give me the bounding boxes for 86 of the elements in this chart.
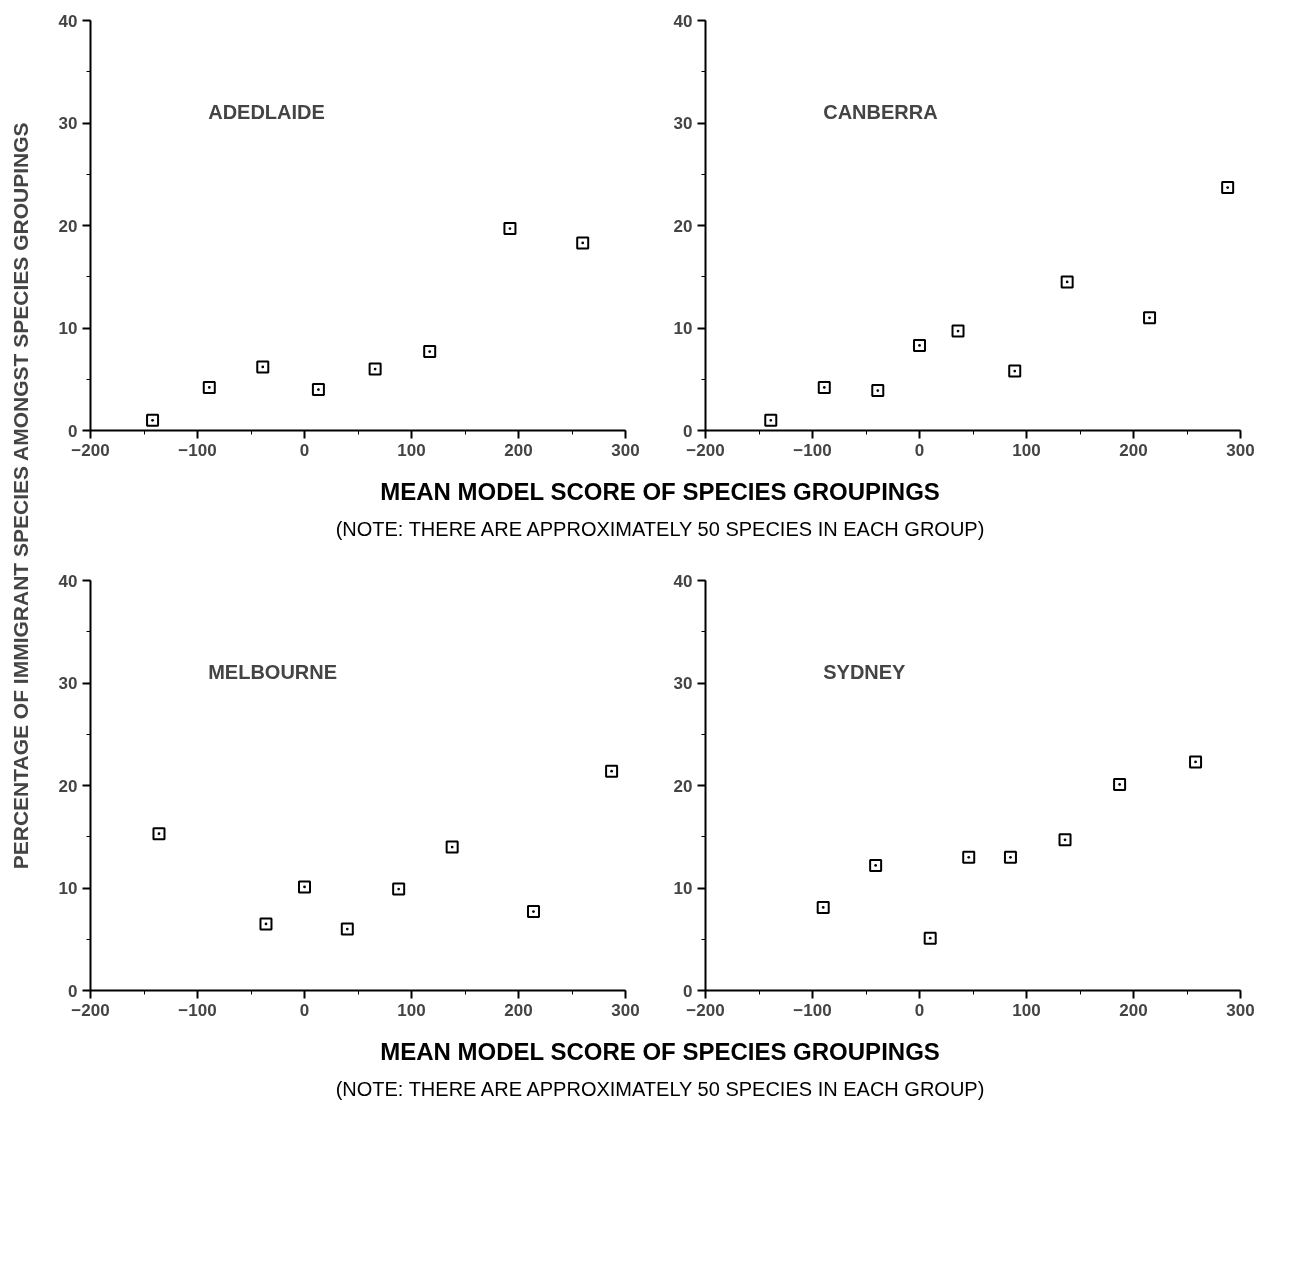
y-tick-label: 20 (58, 216, 78, 236)
point (1008, 364, 1022, 378)
point (923, 931, 937, 945)
x-tick-label: 100 (397, 1000, 426, 1020)
y-tick-label: 10 (58, 879, 78, 898)
y-tick-label: 0 (683, 981, 693, 1001)
point (605, 764, 619, 778)
x-tick-label: 100 (1012, 1000, 1041, 1020)
y-tick-label: 0 (68, 421, 78, 441)
x-tick-label: −100 (793, 1000, 832, 1020)
x-tick-label: −200 (71, 440, 110, 460)
x-tick-label: 0 (299, 1000, 310, 1020)
point (962, 850, 976, 864)
y-tick-label: 10 (673, 319, 693, 338)
x-tick-label: 300 (1226, 1000, 1255, 1020)
y-tick-label: 10 (673, 879, 693, 898)
y-tick-label: 40 (58, 11, 78, 31)
point (951, 324, 965, 338)
point (816, 900, 830, 914)
point (1113, 777, 1127, 791)
text: MELBOURNE (208, 661, 338, 683)
y-tick-label: 10 (58, 319, 78, 338)
y-tick-label: 20 (673, 776, 693, 796)
x-tick-label: −100 (178, 1000, 217, 1020)
point (340, 922, 354, 936)
point (298, 880, 311, 894)
y-tick-label: 20 (58, 776, 78, 796)
point (202, 380, 216, 394)
point (871, 384, 885, 398)
point (259, 917, 273, 931)
point (503, 222, 517, 236)
x-tick-label: −200 (686, 1000, 725, 1020)
x-axis-title: MEAN MODEL SCORE OF SPECIES GROUPINGS (379, 477, 941, 507)
x-tick-label: 100 (397, 440, 426, 460)
point (817, 380, 831, 394)
x-tick-label: −100 (178, 440, 217, 460)
y-axis-title: PERCENTAGE OF IMMIGRANT SPECIES AMONGST SPECIES GROUPINGS (9, 122, 32, 870)
point (423, 345, 437, 359)
point (1003, 850, 1017, 864)
point (764, 413, 778, 427)
y-tick-label: 20 (673, 216, 693, 236)
x-tick-label: −100 (793, 440, 832, 460)
x-tick-label: 200 (504, 440, 533, 460)
point (913, 338, 926, 352)
y-tick-label: 30 (58, 674, 78, 693)
x-tick-label: 0 (914, 440, 925, 460)
x-tick-label: 300 (1226, 440, 1255, 460)
x-tick-label: 200 (504, 1000, 533, 1020)
x-tick-label: 100 (1012, 440, 1041, 460)
y-tick-label: 0 (683, 421, 693, 441)
point (445, 840, 459, 854)
x-tick-label: 0 (914, 1000, 925, 1020)
point (1143, 311, 1157, 325)
y-tick-label: 0 (68, 981, 78, 1001)
text: SYDNEY (823, 661, 907, 683)
y-tick-label: 40 (58, 571, 78, 591)
point (146, 413, 160, 427)
point (1189, 755, 1203, 769)
x-tick-label: −200 (71, 1000, 110, 1020)
x-tick-label: 300 (611, 440, 640, 460)
y-tick-label: 30 (58, 114, 78, 133)
y-tick-label: 30 (673, 674, 693, 693)
y-tick-label: 30 (673, 114, 693, 133)
y-tick-label: 40 (673, 571, 693, 591)
x-tick-label: 300 (611, 1000, 640, 1020)
point (152, 827, 166, 841)
point (1221, 181, 1235, 195)
x-tick-label: 200 (1119, 440, 1148, 460)
point (368, 362, 382, 376)
x-axis-title: MEAN MODEL SCORE OF SPECIES GROUPINGS (379, 1037, 941, 1067)
text: (NOTE: THERE ARE APPROXIMATELY 50 SPECIES IN EACH GROUP) (334, 517, 986, 543)
point (1060, 275, 1074, 289)
text: (NOTE: THERE ARE APPROXIMATELY 50 SPECIES IN EACH GROUP) (334, 1077, 986, 1103)
point (256, 360, 270, 374)
x-tick-label: −200 (686, 440, 725, 460)
text: ADEDLAIDE (208, 101, 325, 123)
x-tick-label: 200 (1119, 1000, 1148, 1020)
point (576, 236, 590, 250)
x-tick-label: 0 (299, 440, 310, 460)
point (1058, 833, 1072, 847)
point (526, 905, 540, 919)
text: CANBERRA (823, 101, 938, 123)
y-tick-label: 40 (673, 11, 693, 31)
point (392, 882, 406, 896)
point (311, 383, 325, 396)
point (869, 858, 883, 872)
